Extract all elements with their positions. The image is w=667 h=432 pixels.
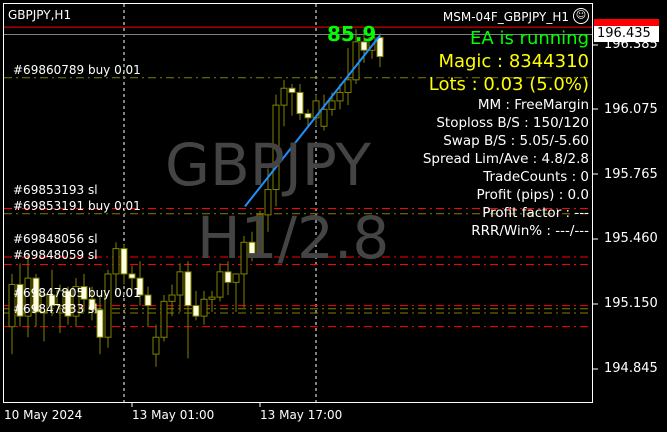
bull-candle <box>40 294 48 313</box>
ea-panel-line: Magic : 8344310 <box>438 51 589 72</box>
bull-candle <box>232 273 240 283</box>
ask-price-marker <box>594 19 659 27</box>
bear-candle <box>48 294 56 307</box>
bear-candle <box>64 290 72 317</box>
bear-candle <box>120 248 128 275</box>
bear-candle <box>136 277 144 296</box>
bull-candle <box>344 79 352 93</box>
bull-candle <box>160 300 168 338</box>
bull-candle <box>336 91 344 102</box>
bear-candle <box>304 113 312 119</box>
bid-price-marker: 196.435 <box>594 26 659 42</box>
bear-candle <box>224 271 232 283</box>
order-label: #69847833 sl <box>13 302 98 317</box>
bull-candle <box>112 248 120 275</box>
bull-candle <box>176 271 184 296</box>
ea-panel-line: Spread Lim/Ave : 4.8/2.8 <box>422 151 589 167</box>
bear-candle <box>32 277 40 313</box>
symbol-timeframe-label: GBPJPY,H1 <box>8 8 72 22</box>
ea-panel-line: Profit (pips) : 0.0 <box>476 187 589 203</box>
bear-candle <box>248 241 256 256</box>
trendline <box>244 34 381 208</box>
ea-panel-line: Lots : 0.03 (5.0%) <box>428 74 589 95</box>
bull-candle <box>368 37 376 51</box>
bear-candle <box>296 91 304 115</box>
bull-candle <box>216 271 224 298</box>
smiley-icon[interactable]: ☺ <box>573 8 589 24</box>
bear-candle <box>184 271 192 307</box>
trend-value-label: 85.9 <box>327 22 377 46</box>
order-label: #69848056 sl <box>13 231 98 246</box>
ea-panel-line: Swap B/S : 5.05/-5.60 <box>443 133 589 149</box>
time-axis-label: 10 May 2024 <box>4 408 83 422</box>
ea-name-label: MSM-04F_GBPJPY_H1 <box>442 10 569 24</box>
bull-candle <box>8 283 16 328</box>
price-axis-label: 195.765 <box>604 166 658 182</box>
bull-candle <box>256 214 264 256</box>
bull-candle <box>272 104 280 191</box>
price-axis-label: 194.845 <box>604 361 658 376</box>
bear-candle <box>16 283 24 317</box>
bull-candle <box>168 294 176 302</box>
watermark-timeframe: H1/2.8 <box>197 204 390 272</box>
bull-candle <box>72 286 80 317</box>
chart-frame <box>3 3 593 403</box>
bear-candle <box>288 87 296 93</box>
bear-candle <box>80 286 88 300</box>
bull-candle <box>328 100 336 110</box>
bull-candle <box>104 273 112 338</box>
ea-panel-line: Profit factor : --- <box>482 205 589 221</box>
bear-candle <box>96 309 104 338</box>
ea-panel-line: EA is running <box>470 28 589 49</box>
price-axis-label: 195.150 <box>604 296 658 312</box>
bull-candle <box>240 241 248 275</box>
bear-candle <box>128 273 136 279</box>
bull-candle <box>24 277 32 317</box>
bull-candle <box>200 298 208 317</box>
price-axis-label: 196.075 <box>604 101 658 117</box>
bear-candle <box>192 305 200 317</box>
ea-panel-line: Stoploss B/S : 150/120 <box>436 115 589 131</box>
order-label: #69853193 sl <box>13 182 98 197</box>
order-label: #69853191 buy 0.01 <box>13 198 141 213</box>
ea-panel-line: TradeCounts : 0 <box>483 169 589 185</box>
bear-candle <box>88 298 96 311</box>
order-label: #69860789 buy 0.01 <box>13 62 141 77</box>
bull-candle <box>152 336 160 355</box>
bull-candle <box>56 290 64 307</box>
time-axis-label: 13 May 01:00 <box>132 408 215 422</box>
time-axis-label: 13 May 17:00 <box>260 408 343 422</box>
order-label: #69847805 buy 0.01 <box>13 286 141 301</box>
bear-candle <box>360 41 368 51</box>
price-axis-label: 196.385 <box>604 37 658 52</box>
bear-candle <box>376 37 384 58</box>
bull-candle <box>280 87 288 106</box>
bull-candle <box>264 189 272 216</box>
ea-panel-line: RRR/Win% : ---/--- <box>471 223 589 239</box>
bull-candle <box>208 296 216 300</box>
order-label: #69848059 sl <box>13 247 98 262</box>
price-axis-label: 195.460 <box>604 231 658 247</box>
ea-panel-line: MM : FreeMargin <box>477 97 589 113</box>
bull-candle <box>320 108 328 127</box>
bear-candle <box>144 294 152 307</box>
watermark-symbol: GBPJPY <box>165 131 371 199</box>
